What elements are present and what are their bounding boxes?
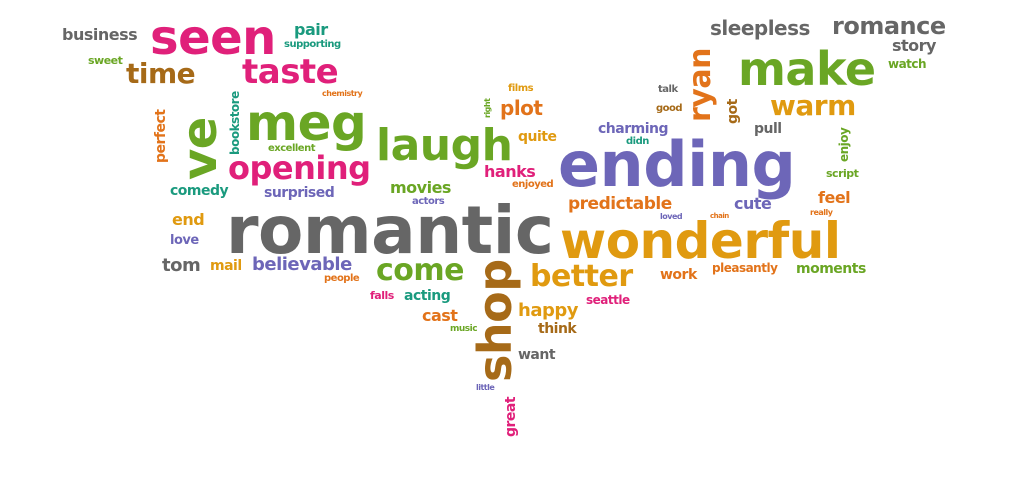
word-ryan: ryan bbox=[683, 48, 718, 122]
word-films: films bbox=[508, 83, 534, 94]
word-really: really bbox=[810, 208, 833, 217]
word-pleasantly: pleasantly bbox=[712, 261, 778, 275]
word-falls: falls bbox=[370, 289, 394, 302]
word-shop: shop bbox=[468, 259, 522, 382]
word-supporting: supporting bbox=[284, 39, 341, 50]
word-pair: pair bbox=[294, 20, 328, 39]
word-hanks: hanks bbox=[484, 162, 536, 181]
word-romance: romance bbox=[832, 12, 946, 40]
word-come: come bbox=[376, 253, 465, 288]
word-got: got bbox=[725, 99, 741, 124]
word-better: better bbox=[530, 259, 633, 294]
word-plot: plot bbox=[500, 96, 543, 120]
word-ve: ve bbox=[172, 117, 228, 180]
word-bookstore: bookstore bbox=[228, 91, 242, 155]
word-taste: taste bbox=[242, 52, 339, 92]
word-tom: tom bbox=[162, 255, 201, 276]
word-seen: seen bbox=[150, 10, 276, 66]
word-wonderful: wonderful bbox=[560, 212, 841, 270]
word-didn: didn bbox=[626, 136, 649, 147]
word-charming: charming bbox=[598, 121, 669, 137]
word-think: think bbox=[538, 321, 577, 337]
word-script: script bbox=[826, 167, 859, 180]
word-chain: chain bbox=[710, 212, 729, 220]
word-watch: watch bbox=[888, 57, 927, 71]
word-work: work bbox=[660, 267, 697, 283]
word-pull: pull bbox=[754, 121, 782, 137]
word-happy: happy bbox=[518, 300, 578, 321]
word-excellent: excellent bbox=[268, 143, 315, 154]
word-time: time bbox=[126, 57, 196, 90]
word-ending: ending bbox=[558, 128, 796, 201]
word-make: make bbox=[738, 42, 876, 96]
word-people: people bbox=[324, 273, 360, 284]
word-great: great bbox=[503, 396, 519, 437]
word-enjoyed: enjoyed bbox=[512, 179, 554, 190]
word-sleepless: sleepless bbox=[710, 16, 810, 40]
word-moments: moments bbox=[796, 261, 866, 277]
word-good: good bbox=[656, 103, 683, 114]
word-opening: opening bbox=[228, 149, 371, 187]
word-quite: quite bbox=[518, 129, 557, 145]
word-love: love bbox=[170, 233, 199, 248]
word-seattle: seattle bbox=[586, 293, 630, 307]
word-perfect: perfect bbox=[153, 109, 169, 164]
word-predictable: predictable bbox=[568, 194, 672, 214]
word-story: story bbox=[892, 36, 936, 55]
word-right: right bbox=[483, 98, 492, 118]
word-enjoy: enjoy bbox=[837, 127, 851, 162]
word-actors: actors bbox=[412, 196, 445, 207]
word-loved: loved bbox=[660, 212, 683, 221]
word-meg: meg bbox=[246, 94, 367, 152]
word-believable: believable bbox=[252, 254, 352, 275]
word-acting: acting bbox=[404, 288, 451, 304]
word-talk: talk bbox=[658, 84, 678, 95]
word-business: business bbox=[62, 25, 138, 44]
word-end: end bbox=[172, 210, 205, 229]
word-warm: warm bbox=[770, 89, 856, 122]
word-movies: movies bbox=[390, 178, 451, 197]
word-want: want bbox=[518, 347, 556, 363]
word-sweet: sweet bbox=[88, 54, 123, 67]
word-music: music bbox=[450, 324, 478, 334]
word-laugh: laugh bbox=[376, 120, 513, 171]
word-feel: feel bbox=[818, 188, 851, 207]
word-little: little bbox=[476, 383, 495, 392]
word-chemistry: chemistry bbox=[322, 89, 363, 98]
word-mail: mail bbox=[210, 258, 242, 274]
word-comedy: comedy bbox=[170, 183, 229, 199]
word-cute: cute bbox=[734, 194, 772, 213]
word-romantic: romantic bbox=[226, 192, 554, 269]
word-surprised: surprised bbox=[264, 185, 335, 201]
word-cast: cast bbox=[422, 306, 458, 325]
